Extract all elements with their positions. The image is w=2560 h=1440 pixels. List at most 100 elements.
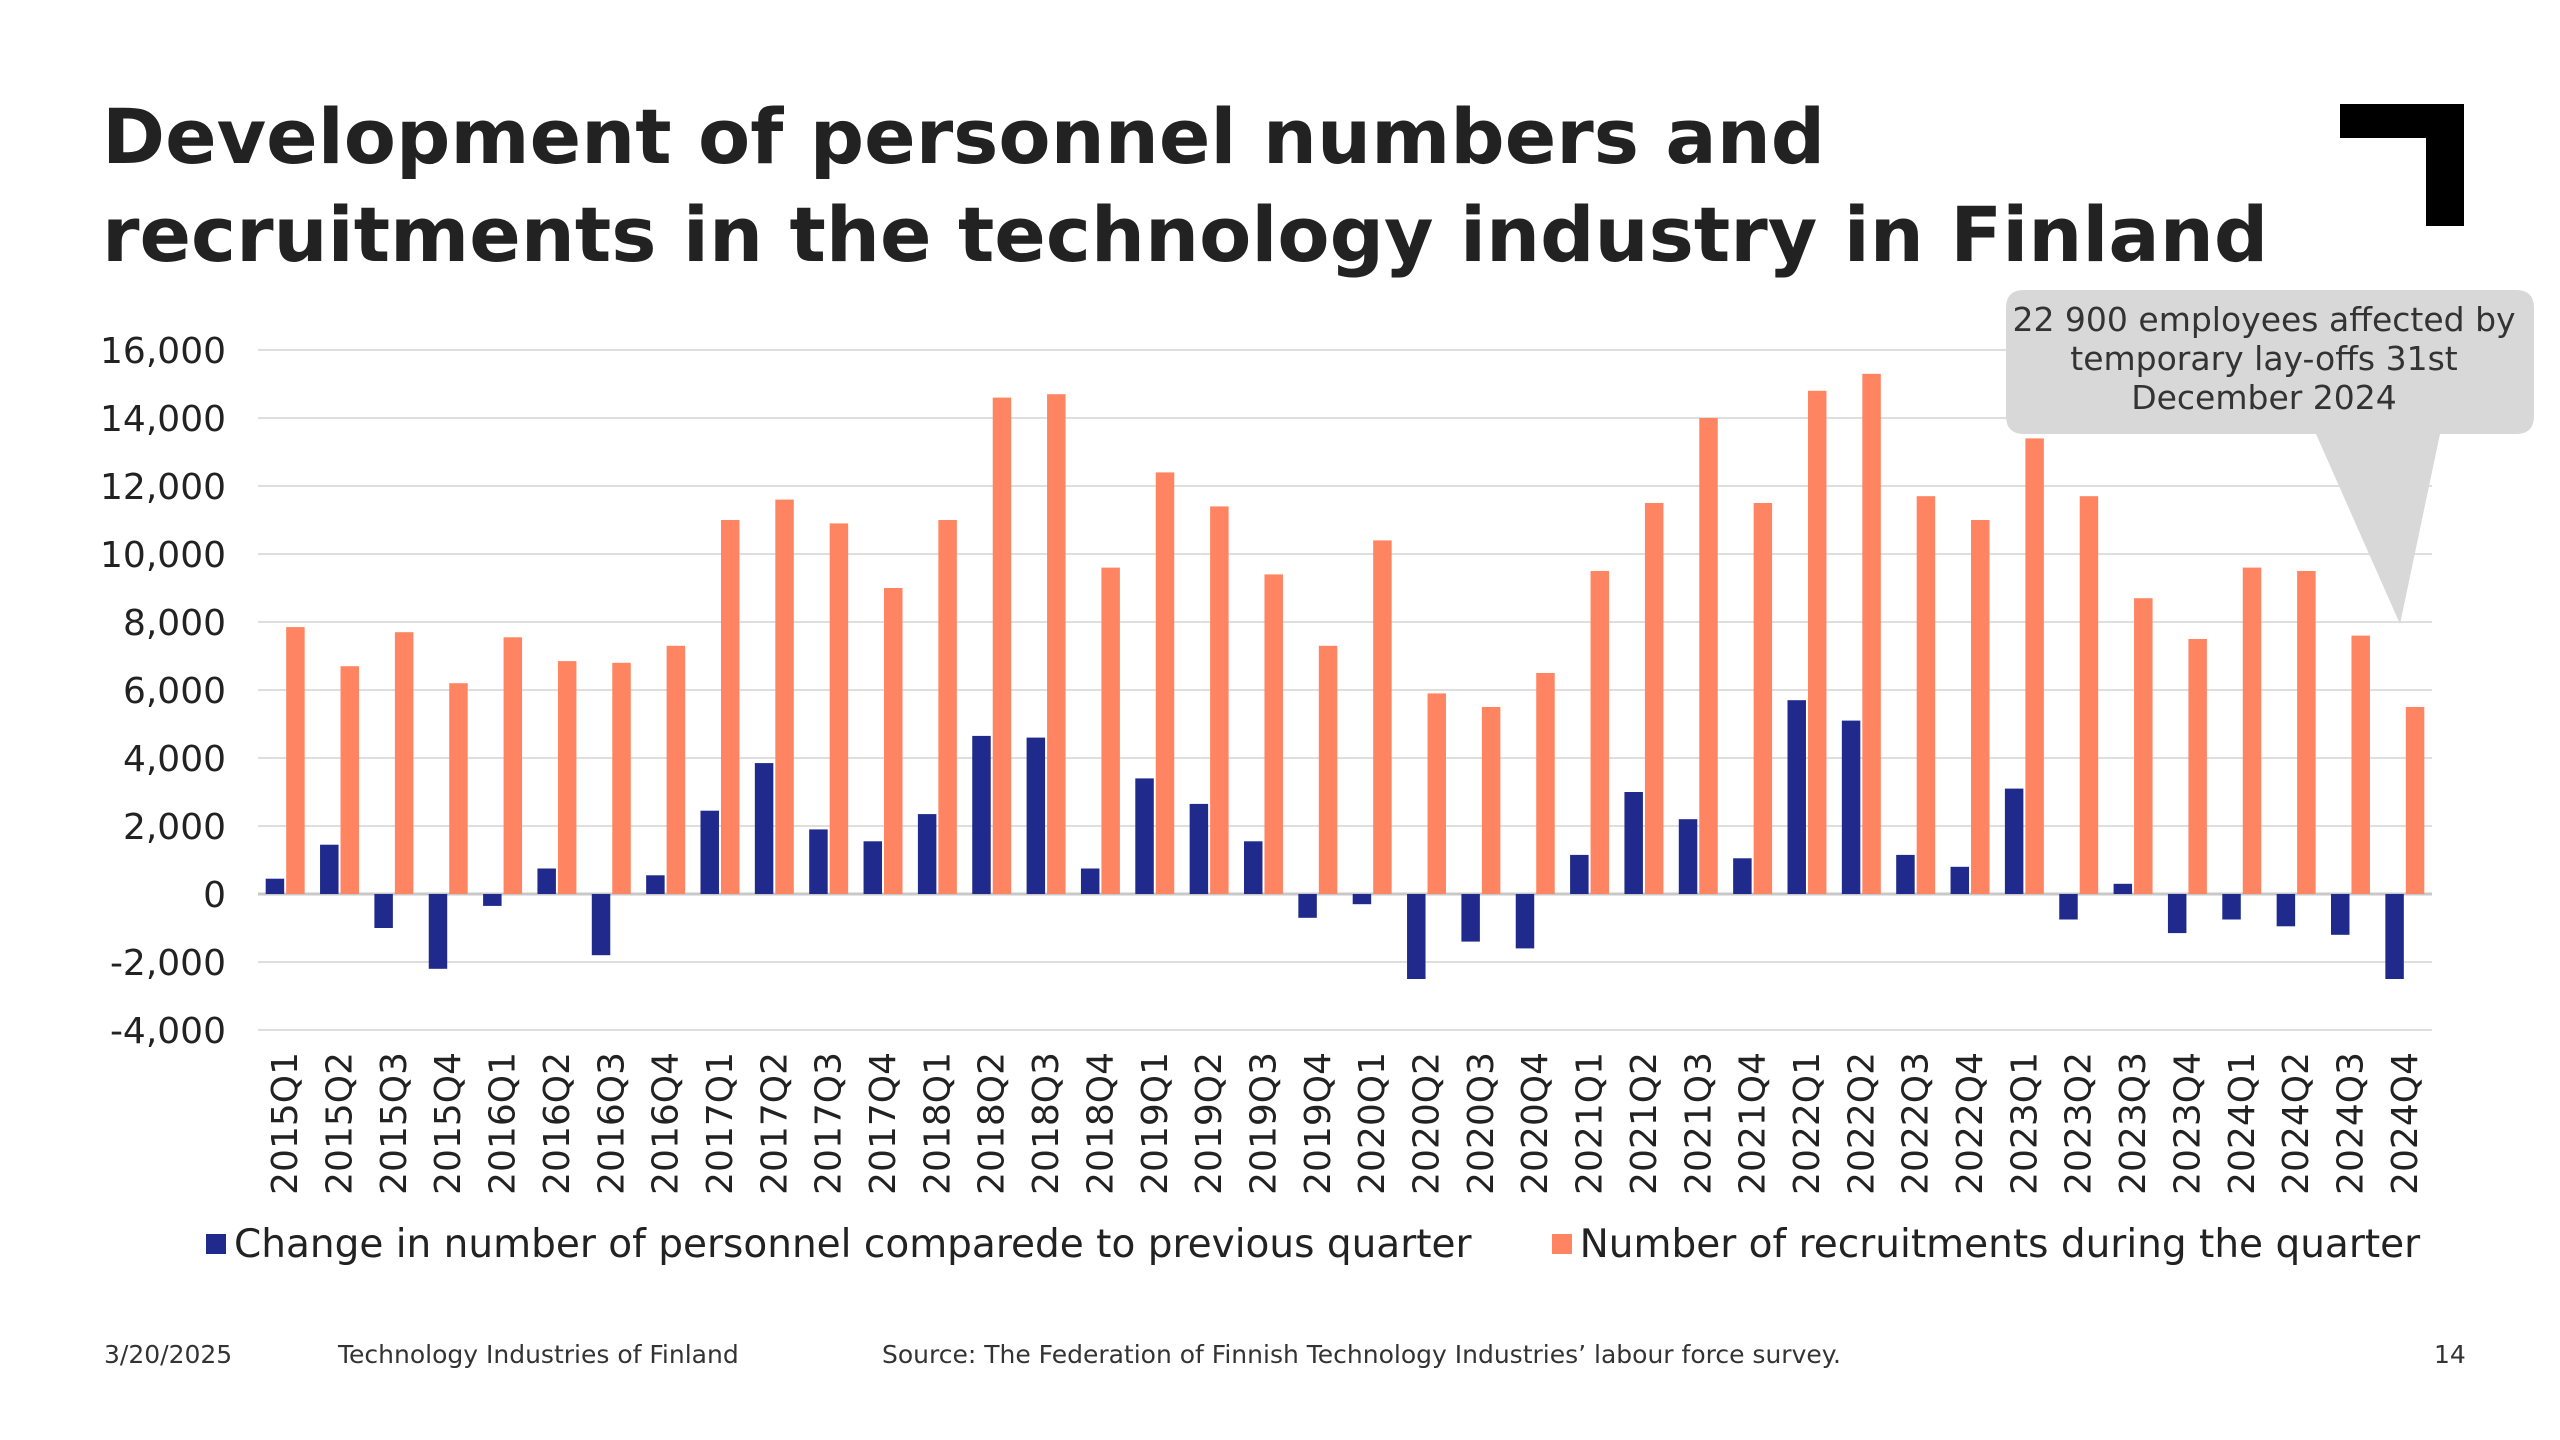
y-tick-label: 6,000 xyxy=(123,671,226,712)
x-axis-tick-labels: 2015Q1 2015Q2 2015Q3 2015Q4 2016Q1 2016Q2 2016… xyxy=(265,1052,2426,1195)
x-tick-label: 2015Q1 xyxy=(265,1052,306,1195)
legend-swatch-recruitments xyxy=(1551,1234,1572,1254)
y-tick-label: 12,000 xyxy=(100,467,226,508)
x-tick-label: 2019Q4 xyxy=(1298,1052,1339,1195)
bar-personnel-change xyxy=(1733,858,1752,894)
bar-personnel-change xyxy=(1515,894,1535,949)
bar-personnel-change xyxy=(1461,894,1480,942)
bar-personnel-change xyxy=(972,735,991,894)
legend-swatch-personnel-change xyxy=(206,1234,226,1254)
bar-recruitments xyxy=(1373,540,1392,894)
bar-recruitments xyxy=(2242,567,2262,894)
x-tick-label: 2016Q1 xyxy=(483,1052,524,1195)
bar-personnel-change xyxy=(374,894,393,928)
bar-personnel-change xyxy=(917,814,937,894)
x-tick-label: 2016Q3 xyxy=(591,1052,632,1195)
bar-recruitments xyxy=(1644,503,1664,894)
bar-recruitments xyxy=(2405,707,2425,894)
bar-personnel-change xyxy=(2167,894,2187,934)
x-tick-label: 2020Q3 xyxy=(1461,1052,1502,1195)
x-tick-label: 2022Q2 xyxy=(1841,1052,1882,1195)
x-tick-label: 2018Q1 xyxy=(917,1052,958,1195)
x-tick-label: 2020Q4 xyxy=(1515,1052,1556,1195)
bar-recruitments xyxy=(938,520,957,894)
bar-personnel-change xyxy=(754,763,774,894)
bar-recruitments xyxy=(1699,418,1718,894)
x-tick-label: 2020Q1 xyxy=(1352,1052,1393,1195)
x-tick-label: 2022Q3 xyxy=(1896,1052,1937,1195)
x-tick-label: 2019Q3 xyxy=(1243,1052,1284,1195)
footer-organization: Technology Industries of Finland xyxy=(338,1340,739,1369)
y-axis-tick-labels: -4,000 -2,000 0 2,000 4,000 6,000 8,000 10,000 1… xyxy=(100,331,226,1052)
bar-recruitments xyxy=(394,632,414,894)
x-tick-label: 2018Q4 xyxy=(1080,1052,1121,1195)
x-tick-label: 2021Q3 xyxy=(1678,1052,1719,1195)
bar-recruitments xyxy=(449,683,468,894)
x-tick-label: 2016Q2 xyxy=(537,1052,578,1195)
y-tick-label: 0 xyxy=(203,875,226,916)
bar-personnel-change xyxy=(483,894,502,906)
bars xyxy=(265,373,2425,979)
x-tick-label: 2024Q3 xyxy=(2330,1052,2371,1195)
callout-text: 22 900 employees affected by temporary l… xyxy=(2012,300,2516,417)
bar-personnel-change xyxy=(1189,803,1209,894)
bar-recruitments xyxy=(1971,520,1990,894)
bar-recruitments xyxy=(1155,472,1175,894)
bar-personnel-change xyxy=(537,868,556,894)
bar-personnel-change xyxy=(1026,737,1046,894)
bar-recruitments xyxy=(1862,373,1881,894)
x-tick-label: 2019Q1 xyxy=(1135,1052,1176,1195)
x-tick-label: 2019Q2 xyxy=(1189,1052,1230,1195)
bar-personnel-change xyxy=(2330,894,2350,935)
slide-footer: 3/20/2025 Technology Industries of Finla… xyxy=(0,1340,2560,1374)
bar-personnel-change xyxy=(2113,883,2133,894)
x-tick-label: 2023Q1 xyxy=(2004,1052,2045,1195)
x-tick-label: 2018Q3 xyxy=(1026,1052,1067,1195)
bar-personnel-change xyxy=(320,844,339,894)
bar-personnel-change xyxy=(1678,819,1698,894)
bar-recruitments xyxy=(1264,574,1283,894)
bar-recruitments xyxy=(992,397,1012,894)
bar-recruitments xyxy=(1318,645,1338,894)
x-tick-label: 2017Q3 xyxy=(809,1052,850,1195)
bar-recruitments xyxy=(2079,496,2099,894)
bar-recruitments xyxy=(2297,571,2316,894)
y-tick-label: 14,000 xyxy=(100,399,226,440)
corner-logo-icon xyxy=(2340,104,2464,226)
x-tick-label: 2015Q3 xyxy=(374,1052,415,1195)
bar-personnel-change xyxy=(1787,700,1806,894)
legend-label-personnel-change: Change in number of personnel comparede … xyxy=(234,1221,1472,1267)
bar-recruitments xyxy=(2134,598,2153,894)
bar-recruitments xyxy=(2351,635,2370,894)
bar-recruitments xyxy=(1536,673,1555,894)
bar-personnel-change xyxy=(428,894,448,969)
bar-personnel-change xyxy=(863,841,883,894)
page-number: 14 xyxy=(2434,1340,2466,1369)
y-tick-label: -2,000 xyxy=(110,943,226,984)
bar-recruitments xyxy=(340,666,360,894)
bar-personnel-change xyxy=(2004,788,2024,894)
x-tick-label: 2023Q3 xyxy=(2113,1052,2154,1195)
x-tick-label: 2021Q4 xyxy=(1733,1052,1774,1195)
bar-personnel-change xyxy=(265,878,285,894)
grid-lines xyxy=(258,349,2432,1031)
bar-recruitments xyxy=(2025,438,2044,894)
x-tick-label: 2024Q1 xyxy=(2222,1052,2263,1195)
callout-bubble xyxy=(2006,290,2534,624)
bar-recruitments xyxy=(503,637,523,894)
bar-recruitments xyxy=(1101,567,1120,894)
bar-personnel-change xyxy=(1624,792,1643,894)
x-tick-label: 2016Q4 xyxy=(646,1052,687,1195)
footer-date: 3/20/2025 xyxy=(104,1340,233,1369)
bar-recruitments xyxy=(1210,506,1229,894)
bar-recruitments xyxy=(884,588,903,894)
bar-recruitments xyxy=(829,523,849,894)
bar-recruitments xyxy=(1753,503,1773,894)
bar-personnel-change xyxy=(1080,868,1100,894)
bar-recruitments xyxy=(1427,693,1447,894)
bar-recruitments xyxy=(286,627,305,894)
x-tick-label: 2015Q4 xyxy=(428,1052,469,1195)
y-tick-label: 4,000 xyxy=(123,739,226,780)
x-tick-label: 2024Q4 xyxy=(2385,1052,2426,1195)
